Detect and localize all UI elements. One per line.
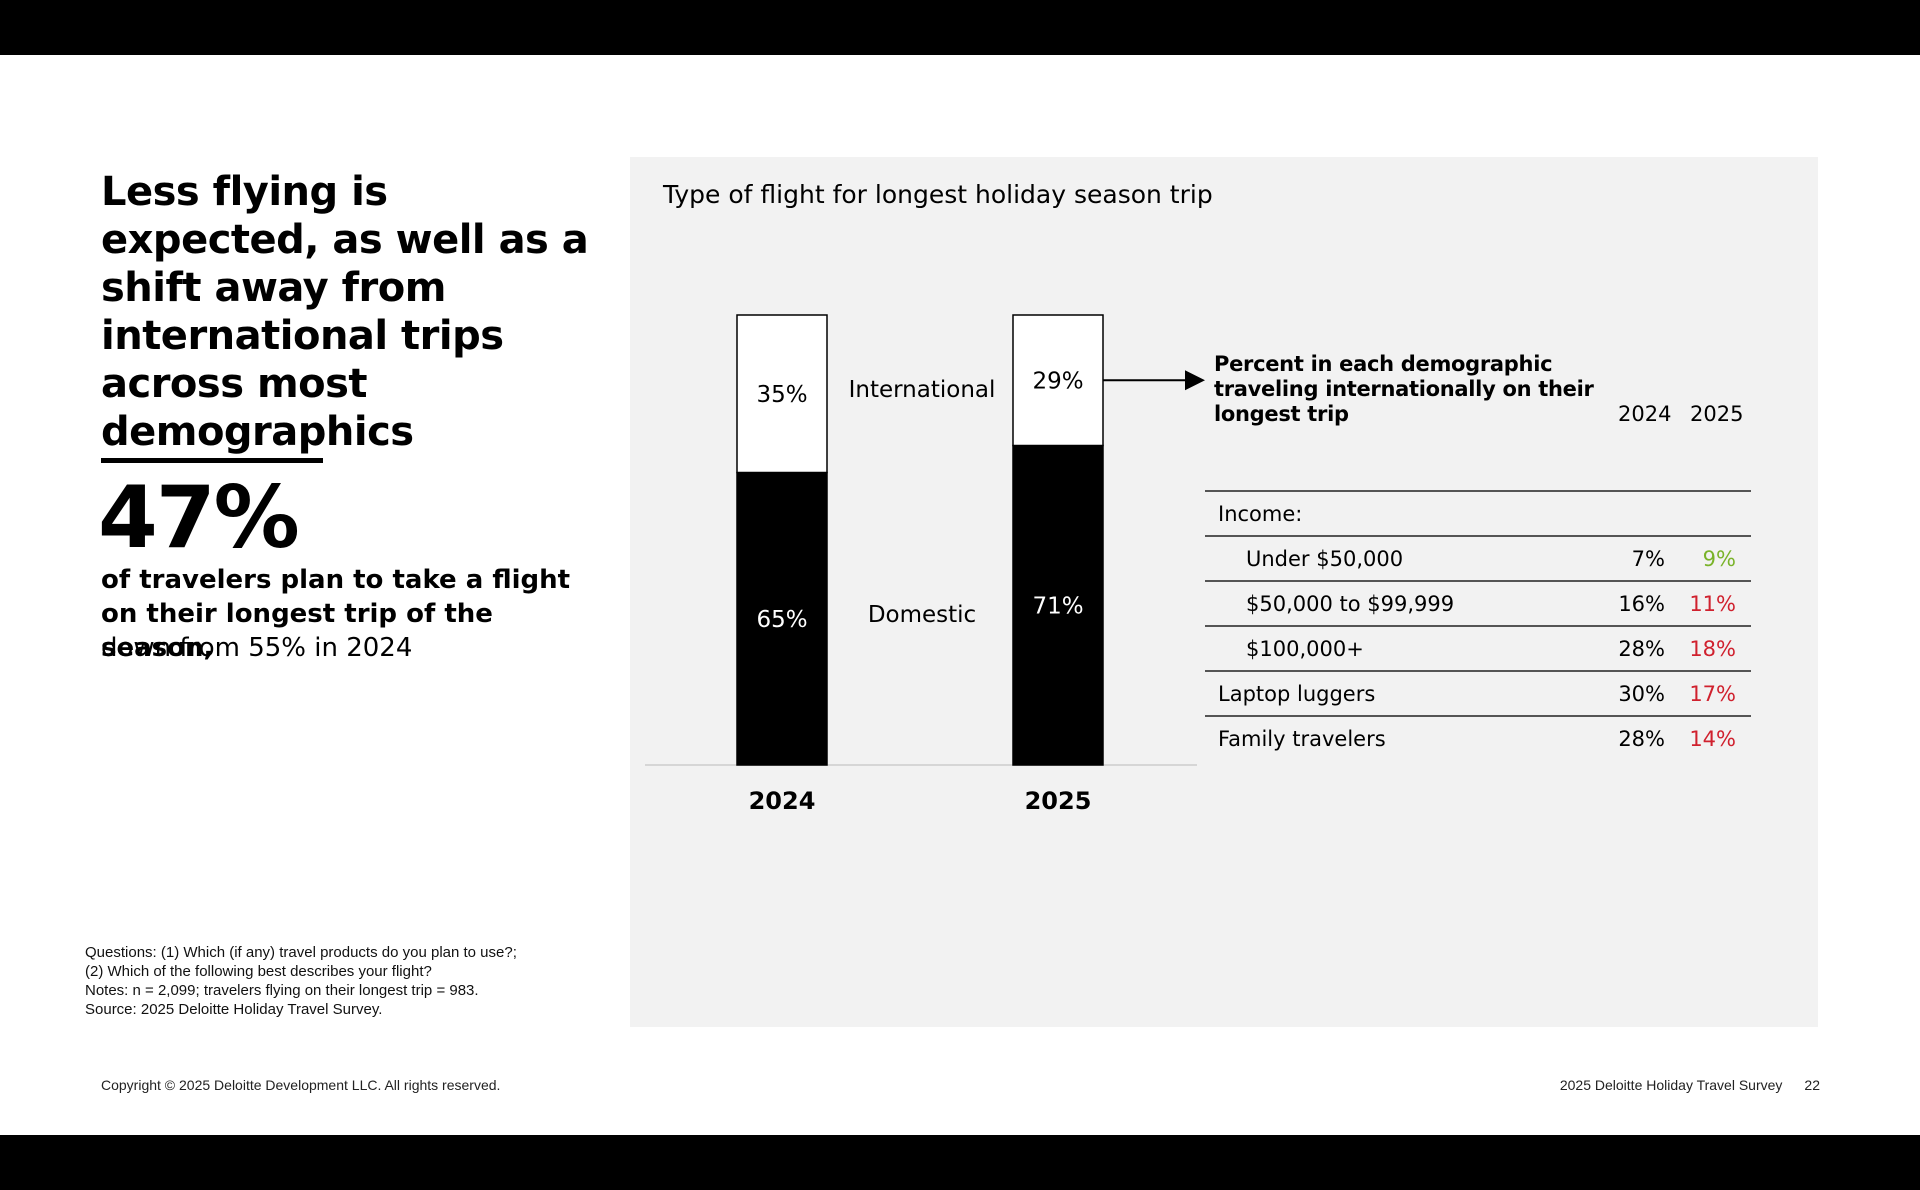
footer-report: 2025 Deloitte Holiday Travel Survey 22 (1538, 1077, 1820, 1093)
table-title: Percent in each demographic traveling in… (1214, 352, 1594, 426)
value-2025: 9% (1702, 547, 1736, 571)
key-stat-comparison: down from 55% in 2024 (101, 633, 413, 663)
series-label-domestic: Domestic (868, 602, 976, 628)
page-number: 22 (1804, 1077, 1820, 1093)
x-tick-label: 2024 (749, 787, 816, 815)
data-label: 71% (1032, 593, 1083, 619)
value-2024: 28% (1618, 727, 1665, 751)
bar-domestic-2024 (736, 471, 828, 766)
column-header-2025: 2025 (1690, 402, 1744, 426)
copyright: Copyright © 2025 Deloitte Development LL… (101, 1077, 501, 1093)
key-stat-description: of travelers plan to take a flight on th… (101, 565, 571, 663)
x-tick-label: 2025 (1025, 787, 1092, 815)
key-stat-value: 47% (98, 468, 300, 568)
data-label: 65% (756, 607, 807, 633)
notes-line: (2) Which of the following best describe… (85, 963, 432, 980)
row-label: Family travelers (1218, 727, 1386, 751)
divider (101, 458, 323, 463)
notes: Questions: (1) Which (if any) travel pro… (85, 943, 645, 1019)
table-row: Laptop luggers 30% 17% (1205, 670, 1751, 716)
table-header: Percent in each demographic traveling in… (1214, 352, 1754, 427)
bar-international-2025 (1012, 314, 1104, 447)
value-2024: 28% (1618, 637, 1665, 661)
report-name: 2025 Deloitte Holiday Travel Survey (1559, 1077, 1783, 1093)
value-2025: 17% (1689, 682, 1736, 706)
series-label-international: International (849, 377, 996, 403)
notes-line: Questions: (1) Which (if any) travel pro… (85, 944, 517, 961)
value-2025: 18% (1689, 637, 1736, 661)
table-row: $100,000+ 28% 18% (1205, 625, 1751, 671)
value-2024: 30% (1618, 682, 1665, 706)
stacked-bar-chart: 65% 35% 2024 71% 29% 2025 Domestic Internationa… (645, 314, 1205, 815)
value-2024: 16% (1618, 592, 1665, 616)
data-label: 35% (756, 382, 807, 408)
table-row: Under $50,000 7% 9% (1205, 535, 1751, 581)
headline: Less flying is expected, as well as a sh… (101, 169, 589, 455)
row-label: $50,000 to $99,999 (1246, 592, 1455, 616)
bar-international-2024 (736, 314, 828, 474)
column-header-2024: 2024 (1618, 402, 1672, 426)
bar-domestic-2025 (1012, 444, 1104, 766)
row-label: Laptop luggers (1218, 682, 1376, 706)
chart-panel (630, 157, 1818, 1027)
notes-line: Notes: n = 2,099; travelers flying on th… (85, 982, 479, 999)
row-label: Under $50,000 (1246, 547, 1404, 571)
value-2024: 7% (1631, 547, 1665, 571)
row-label: Income: (1218, 502, 1303, 526)
notes-line: Source: 2025 Deloitte Holiday Travel Sur… (85, 1001, 383, 1018)
data-label: 29% (1032, 368, 1083, 394)
arrow-head-icon (1185, 370, 1205, 391)
row-label: $100,000+ (1246, 637, 1364, 661)
chart-title: Type of flight for longest holiday seaso… (663, 180, 1213, 209)
table-row: Family travelers 28% 14% (1205, 715, 1751, 761)
table-row: $50,000 to $99,999 16% 11% (1205, 580, 1751, 626)
value-2025: 14% (1689, 727, 1736, 751)
table-row: Income: (1205, 490, 1751, 536)
slide: Less flying is expected, as well as a sh… (0, 55, 1920, 1135)
value-2025: 11% (1689, 592, 1736, 616)
